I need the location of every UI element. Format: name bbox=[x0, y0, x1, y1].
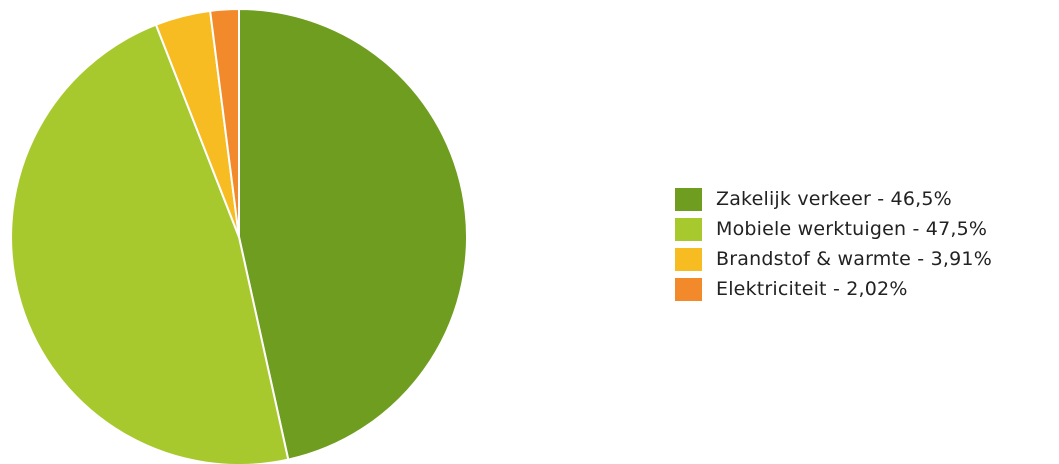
legend-label-mobiele-werktuigen: Mobiele werktuigen - 47,5% bbox=[716, 218, 988, 240]
pie-slice-mobiele-werktuigen bbox=[10, 23, 290, 464]
legend-swatch-mobiele-werktuigen bbox=[675, 217, 702, 241]
legend-label-elektriciteit: Elektriciteit - 2,02% bbox=[716, 278, 908, 300]
legend-item-zakelijk-verkeer: Zakelijk verkeer - 46,5% bbox=[675, 184, 1055, 214]
pie-slices bbox=[10, 8, 468, 464]
legend-item-elektriciteit: Elektriciteit - 2,02% bbox=[675, 274, 1055, 304]
legend-swatch-zakelijk-verkeer bbox=[675, 187, 702, 211]
legend-swatch-elektriciteit bbox=[675, 277, 702, 301]
pie-plot bbox=[10, 8, 468, 464]
legend-label-brandstof-warmte: Brandstof & warmte - 3,91% bbox=[716, 248, 992, 270]
pie-slice-zakelijk-verkeer bbox=[238, 8, 468, 461]
legend-item-mobiele-werktuigen: Mobiele werktuigen - 47,5% bbox=[675, 214, 1055, 244]
legend-item-brandstof-warmte: Brandstof & warmte - 3,91% bbox=[675, 244, 1055, 274]
legend-label-zakelijk-verkeer: Zakelijk verkeer - 46,5% bbox=[716, 188, 952, 210]
legend-swatch-brandstof-warmte bbox=[675, 247, 702, 271]
pie-slice-elektriciteit bbox=[209, 8, 240, 238]
legend: Zakelijk verkeer - 46,5% Mobiele werktui… bbox=[675, 184, 1055, 304]
